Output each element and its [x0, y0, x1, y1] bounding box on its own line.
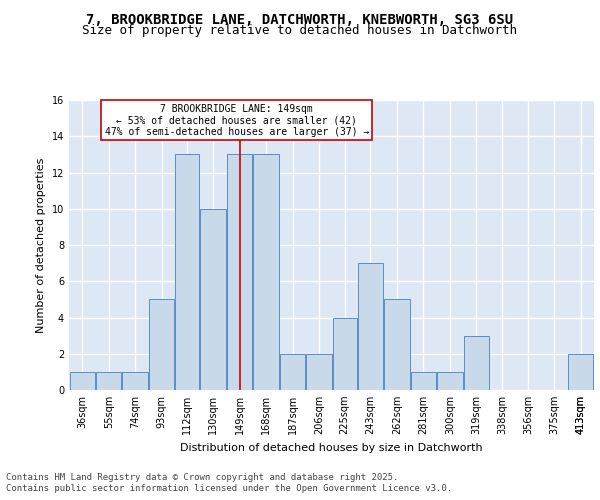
Bar	[437, 372, 463, 390]
Bar	[280, 354, 305, 390]
Text: Contains HM Land Registry data © Crown copyright and database right 2025.: Contains HM Land Registry data © Crown c…	[6, 472, 398, 482]
Bar	[253, 154, 279, 390]
Bar	[333, 318, 357, 390]
Bar	[70, 372, 95, 390]
Bar	[358, 263, 383, 390]
Bar	[122, 372, 148, 390]
Bar	[175, 154, 199, 390]
Text: 7, BROOKBRIDGE LANE, DATCHWORTH, KNEBWORTH, SG3 6SU: 7, BROOKBRIDGE LANE, DATCHWORTH, KNEBWOR…	[86, 12, 514, 26]
Bar	[464, 336, 489, 390]
Bar	[149, 300, 174, 390]
Bar	[306, 354, 332, 390]
Bar	[227, 154, 252, 390]
Y-axis label: Number of detached properties: Number of detached properties	[36, 158, 46, 332]
Bar	[200, 209, 226, 390]
Bar	[568, 354, 593, 390]
Bar	[384, 300, 410, 390]
X-axis label: Distribution of detached houses by size in Datchworth: Distribution of detached houses by size …	[180, 442, 483, 452]
Bar	[411, 372, 436, 390]
Text: 7 BROOKBRIDGE LANE: 149sqm
← 53% of detached houses are smaller (42)
47% of semi: 7 BROOKBRIDGE LANE: 149sqm ← 53% of deta…	[104, 104, 369, 137]
Text: Size of property relative to detached houses in Datchworth: Size of property relative to detached ho…	[83, 24, 517, 37]
Text: Contains public sector information licensed under the Open Government Licence v3: Contains public sector information licen…	[6, 484, 452, 493]
Bar	[96, 372, 121, 390]
